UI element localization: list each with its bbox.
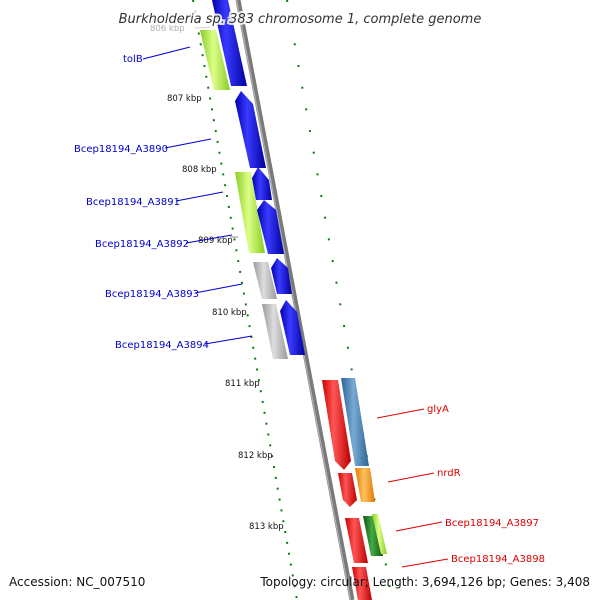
kbp-label: 813 kbp — [249, 522, 284, 532]
leader-line — [387, 472, 435, 483]
nrdR-orange-feature[interactable] — [355, 468, 375, 502]
kbp-marker-807: 807 kbp — [167, 94, 202, 104]
outer-track-guide — [286, 0, 393, 600]
Bcep18194_A3897-green-feature[interactable] — [363, 516, 383, 556]
kbp-label: 810 kbp — [212, 308, 247, 318]
leader-line — [395, 521, 443, 532]
Bcep18194_A3898-feature[interactable] — [352, 567, 372, 600]
kbp-label: 808 kbp — [182, 165, 217, 175]
leader-line — [175, 191, 224, 202]
accession-text: Accession: NC_007510 — [9, 575, 145, 589]
leader-line — [142, 46, 191, 60]
kbp-marker-811: 811 kbp — [225, 379, 260, 389]
leader-line — [204, 335, 253, 345]
gene-label-text: nrdR — [437, 468, 461, 479]
kbp-marker-810: 810 kbp — [212, 308, 247, 318]
gene-label-text: Bcep18194_A3897 — [445, 518, 539, 529]
Bcep18194_A3893-feature[interactable] — [253, 262, 277, 299]
kbp-marker-809: 809 kbp — [198, 236, 238, 246]
kbp-label: 812 kbp — [238, 451, 273, 461]
leader-line — [185, 234, 233, 244]
gene-label-Bcep18194_A3897[interactable]: Bcep18194_A3897 — [395, 518, 539, 532]
genome-backbone-highlight — [235, 0, 352, 600]
tolB-region-feature[interactable] — [212, 0, 247, 86]
gene-label-Bcep18194_A3892[interactable]: Bcep18194_A3892 — [95, 234, 233, 250]
gene-label-Bcep18194_A3898[interactable]: Bcep18194_A3898 — [401, 554, 545, 568]
leader-line — [401, 558, 449, 568]
kbp-marker-808: 808 kbp — [182, 165, 217, 175]
tolB-feature[interactable] — [200, 30, 230, 90]
gene-label-nrdR[interactable]: nrdR — [387, 468, 461, 483]
Bcep18194_A3892-feature[interactable] — [257, 200, 284, 254]
kbp-marker-806: 806 kbp — [150, 24, 213, 34]
nrdR-feature[interactable] — [338, 473, 357, 507]
inner-track-guide — [192, 0, 298, 600]
Bcep18194_A3891-feature[interactable] — [235, 172, 265, 253]
kbp-label: 806 kbp — [150, 24, 185, 34]
gene-label-text: Bcep18194_A3898 — [451, 554, 545, 565]
gene-label-text: Bcep18194_A3891 — [86, 197, 180, 208]
gene-label-text: Bcep18194_A3892 — [95, 239, 189, 250]
map-title: Burkholderia sp. 383 chromosome 1, compl… — [119, 12, 482, 27]
Bcep18194_A3894-feature[interactable] — [262, 304, 288, 359]
Bcep18194_A3893-blue-feature[interactable] — [271, 258, 292, 294]
Bcep18194_A3897-feature[interactable] — [345, 518, 368, 563]
gene-label-text: Bcep18194_A3893 — [105, 289, 199, 300]
leader-line — [194, 283, 243, 294]
leader-line — [376, 408, 425, 419]
Bcep18194_A3891-blue-feature[interactable] — [252, 167, 272, 200]
glyA-steel-feature[interactable] — [341, 378, 369, 466]
kbp-label: 807 kbp — [167, 94, 202, 104]
gene-label-glyA[interactable]: glyA — [376, 404, 449, 419]
leader-line — [164, 138, 212, 149]
glyA-feature[interactable] — [322, 380, 351, 470]
Bcep18194_A3890-feature[interactable] — [235, 91, 266, 168]
genome-backbone — [235, 0, 355, 600]
gene-label-text: Bcep18194_A3894 — [115, 340, 209, 351]
Bcep18194_A3897-lime-feature[interactable] — [372, 514, 387, 554]
kbp-marker-812: 812 kbp — [238, 451, 273, 461]
gene-label-text: Bcep18194_A3890 — [74, 144, 168, 155]
gene-label-Bcep18194_A3893[interactable]: Bcep18194_A3893 — [105, 283, 243, 300]
genome-summary-text: Topology: circular; Length: 3,694,126 bp… — [259, 575, 590, 589]
gene-label-text: tolB — [123, 54, 143, 65]
gene-label-tolB[interactable]: tolB — [123, 46, 191, 65]
gene-label-text: glyA — [427, 404, 449, 415]
kbp-label: 811 kbp — [225, 379, 260, 389]
gene-label-Bcep18194_A3891[interactable]: Bcep18194_A3891 — [86, 191, 224, 208]
kbp-label: 809 kbp — [198, 236, 233, 246]
gene-label-Bcep18194_A3894[interactable]: Bcep18194_A3894 — [115, 335, 253, 351]
kbp-marker-813: 813 kbp — [249, 522, 284, 532]
Bcep18194_A3894-blue-feature[interactable] — [280, 300, 305, 355]
gene-label-Bcep18194_A3890[interactable]: Bcep18194_A3890 — [74, 138, 212, 155]
